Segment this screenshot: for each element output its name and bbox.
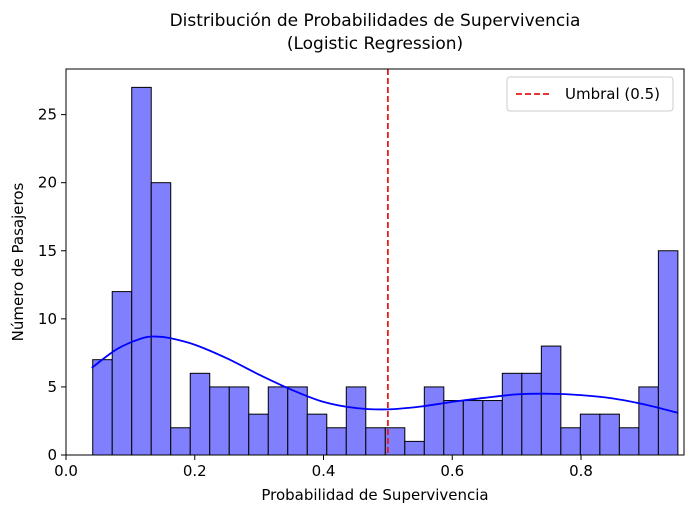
histogram-bar: [423, 386, 445, 456]
histogram-bar: [306, 413, 328, 456]
y-tick-label: 15: [38, 242, 57, 260]
histogram-bar: [92, 359, 113, 456]
plot-frame: [65, 68, 685, 456]
y-tick-label: 0: [47, 446, 57, 464]
histogram-bar: [482, 400, 503, 456]
chart-subtitle: (Logistic Regression): [287, 34, 463, 54]
x-axis-ticks: 0.0 0.2 0.4 0.6 0.8: [54, 455, 593, 480]
legend-threshold-label: Umbral (0.5): [565, 85, 660, 103]
x-axis-label: Probabilidad de Supervivencia: [261, 486, 488, 504]
histogram-bar: [618, 427, 640, 456]
histogram-bar: [462, 400, 484, 456]
histogram-bar: [111, 291, 133, 456]
legend-box: [506, 76, 674, 112]
y-axis-ticks: 0 5 10 15 20 25: [38, 106, 66, 464]
histogram-bar: [209, 386, 230, 456]
histogram-bar: [560, 427, 581, 456]
histogram-bar: [248, 413, 269, 456]
y-tick-label: 5: [47, 378, 57, 396]
histogram-bar: [189, 372, 211, 456]
x-tick-label: 0.4: [312, 462, 336, 480]
histogram-bar: [540, 345, 562, 456]
histogram-bar: [170, 427, 191, 456]
histogram-bar: [638, 386, 659, 456]
chart-title: Distribución de Probabilidades de Superv…: [170, 11, 581, 31]
histogram-bar: [579, 413, 601, 456]
x-tick-label: 0.0: [54, 462, 78, 480]
kde-curve: [91, 335, 678, 414]
x-tick-label: 0.2: [183, 462, 207, 480]
histogram-bar: [521, 372, 542, 456]
legend: Umbral (0.5): [506, 76, 674, 112]
histogram-bar: [228, 386, 250, 456]
histogram-bar: [365, 427, 386, 456]
histogram-bars: [92, 86, 679, 456]
histogram-bar: [287, 386, 308, 456]
histogram-bar: [150, 182, 172, 456]
histogram-bar: [326, 427, 347, 456]
y-tick-label: 10: [38, 310, 57, 328]
histogram-bar: [599, 413, 620, 456]
kde-curve-group: [91, 335, 678, 414]
x-tick-label: 0.8: [569, 462, 593, 480]
histogram-bar: [345, 386, 367, 456]
histogram-bar: [267, 386, 289, 456]
x-tick-label: 0.6: [440, 462, 464, 480]
y-axis-label: Número de Pasajeros: [9, 182, 27, 341]
y-tick-label: 25: [38, 106, 57, 124]
y-tick-label: 20: [38, 174, 57, 192]
histogram-bar: [657, 250, 679, 456]
histogram-bar: [443, 400, 464, 456]
histogram-bar: [501, 372, 523, 456]
histogram-bar: [131, 86, 152, 456]
histogram-bar: [404, 440, 425, 456]
